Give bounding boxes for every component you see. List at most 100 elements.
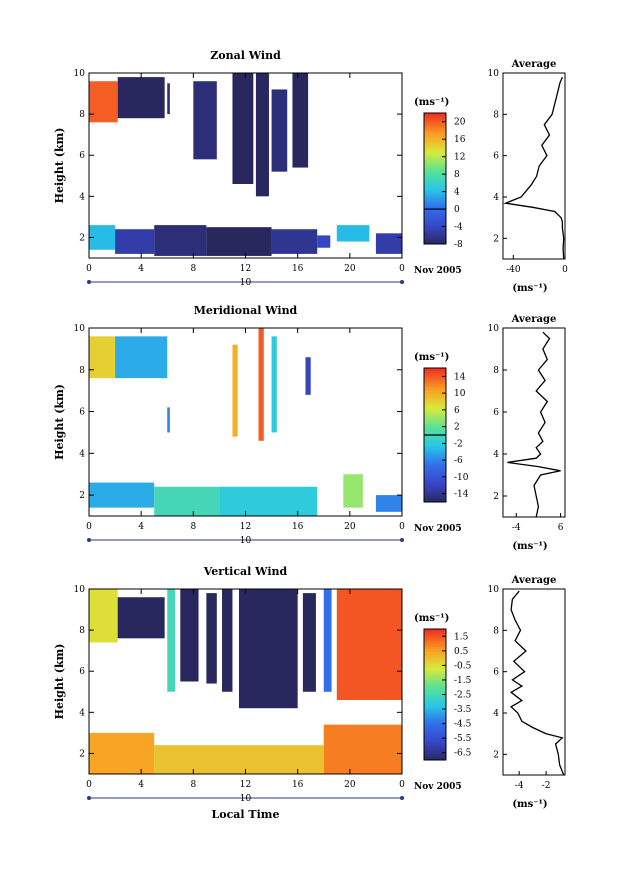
profile-line bbox=[509, 590, 565, 776]
colorbar-segment bbox=[424, 493, 446, 496]
x-tick-label: 4 bbox=[138, 522, 144, 532]
profile-frame bbox=[502, 72, 566, 260]
heatmap-cell bbox=[271, 89, 288, 172]
colorbar-segment bbox=[424, 486, 446, 490]
y-tick-label: 2 bbox=[79, 233, 85, 243]
y-tick-label: 10 bbox=[74, 585, 86, 595]
x-tick-label: 16 bbox=[292, 522, 304, 532]
colorbar-segment bbox=[424, 735, 446, 739]
colorbar-segment bbox=[424, 428, 446, 432]
x-tick-label: 12 bbox=[240, 780, 251, 790]
colorbar-tick-label: 10 bbox=[454, 389, 466, 399]
profile-y-tick-label: 6 bbox=[493, 668, 499, 678]
panel-1: Meridional Wind 2 4 6 8 10 Height (km) 0 4 8 12 16 2… bbox=[53, 304, 566, 552]
colorbar-segment bbox=[424, 696, 446, 700]
colorbar-segment bbox=[424, 385, 446, 389]
colorbar-segment bbox=[424, 694, 446, 698]
profile-y-tick-label: 4 bbox=[493, 450, 499, 460]
colorbar-segment bbox=[424, 147, 446, 151]
colorbar-segment bbox=[424, 145, 446, 149]
colorbar-tick-label: -8 bbox=[454, 240, 463, 250]
heatmap-cell bbox=[154, 225, 207, 256]
heatmap-cell bbox=[238, 589, 298, 709]
colorbar-segment bbox=[424, 414, 446, 418]
y-tick-label: 8 bbox=[79, 626, 85, 636]
heatmap-cell bbox=[154, 486, 220, 516]
colorbar-segment bbox=[424, 757, 446, 761]
y-tick-label: 4 bbox=[79, 708, 85, 718]
date-marker: 10 bbox=[240, 794, 252, 804]
colorbar-segment bbox=[424, 477, 446, 481]
y-tick-label: 4 bbox=[79, 449, 85, 459]
heatmap-cell bbox=[206, 593, 217, 684]
colorbar-segment bbox=[424, 180, 446, 184]
colorbar-segment bbox=[424, 119, 446, 123]
colorbar-segment bbox=[424, 217, 446, 221]
heatmap-cell bbox=[115, 336, 168, 379]
colorbar-segment bbox=[424, 698, 446, 702]
colorbar-segment bbox=[424, 174, 446, 177]
colorbar-segment bbox=[424, 495, 446, 499]
colorbar-segment bbox=[424, 488, 446, 492]
colorbar-segment bbox=[424, 189, 446, 193]
colorbar-segment bbox=[424, 466, 446, 469]
colorbar-segment bbox=[424, 167, 446, 171]
colorbar-tick-label: -2.5 bbox=[454, 691, 472, 701]
colorbar-segment bbox=[424, 725, 446, 728]
colorbar-segment bbox=[424, 472, 446, 476]
heatmap-cell bbox=[271, 336, 277, 433]
y-axis-label: Height (km) bbox=[53, 384, 66, 460]
heatmap-cell bbox=[219, 486, 318, 516]
colorbar-segment bbox=[424, 171, 446, 175]
colorbar-tick-label: 2 bbox=[454, 423, 460, 433]
profile-frame bbox=[502, 588, 566, 776]
colorbar-segment bbox=[424, 685, 446, 689]
heatmap-cell bbox=[154, 745, 324, 774]
colorbar-segment bbox=[424, 490, 446, 494]
colorbar-segment bbox=[424, 126, 446, 129]
profile-x-tick-label: -2 bbox=[542, 781, 551, 791]
colorbar-segment bbox=[424, 479, 446, 483]
colorbar-segment bbox=[424, 633, 446, 637]
date-bar-end bbox=[87, 280, 91, 284]
colorbar-segment bbox=[424, 631, 446, 634]
colorbar-segment bbox=[424, 222, 446, 225]
colorbar-tick-label: -2 bbox=[454, 439, 463, 449]
colorbar-tick-label: 4 bbox=[454, 188, 460, 198]
colorbar-segment bbox=[424, 746, 446, 750]
colorbar-segment bbox=[424, 370, 446, 373]
colorbar-segment bbox=[424, 158, 446, 162]
colorbar-segment bbox=[424, 213, 446, 217]
colorbar-tick-label: 0 bbox=[454, 205, 460, 215]
colorbar-tick-label: 16 bbox=[454, 135, 466, 145]
x-tick-label: 20 bbox=[344, 522, 356, 532]
colorbar-segment bbox=[424, 137, 446, 140]
colorbar-segment bbox=[424, 751, 446, 754]
y-tick-label: 2 bbox=[79, 749, 85, 759]
colorbar-segment bbox=[424, 642, 446, 645]
x-tick-label: 8 bbox=[190, 264, 196, 274]
colorbar-segment bbox=[424, 731, 446, 735]
colorbar-title: (ms⁻¹) bbox=[414, 613, 449, 624]
profile-x-tick-label: 6 bbox=[558, 523, 564, 533]
colorbar-segment bbox=[424, 441, 446, 445]
profile-x-label: (ms⁻¹) bbox=[512, 799, 547, 810]
colorbar-segment bbox=[424, 394, 446, 398]
colorbar-segment bbox=[424, 224, 446, 228]
colorbar-segment bbox=[424, 211, 446, 214]
profile-y-tick-label: 8 bbox=[493, 110, 499, 120]
colorbar-tick-label: -10 bbox=[454, 473, 469, 483]
profile-x-tick-label: -4 bbox=[515, 781, 524, 791]
colorbar-segment bbox=[424, 448, 446, 452]
profile-y-tick-label: 2 bbox=[493, 750, 499, 760]
date-bar-end bbox=[400, 796, 404, 800]
profile-y-tick-label: 2 bbox=[493, 234, 499, 244]
colorbar-segment bbox=[424, 430, 446, 434]
heatmap-cell bbox=[292, 73, 309, 168]
colorbar-tick-label: 8 bbox=[454, 170, 460, 180]
colorbar-segment bbox=[424, 209, 446, 212]
colorbar-segment bbox=[424, 749, 446, 752]
colorbar-segment bbox=[424, 405, 446, 409]
